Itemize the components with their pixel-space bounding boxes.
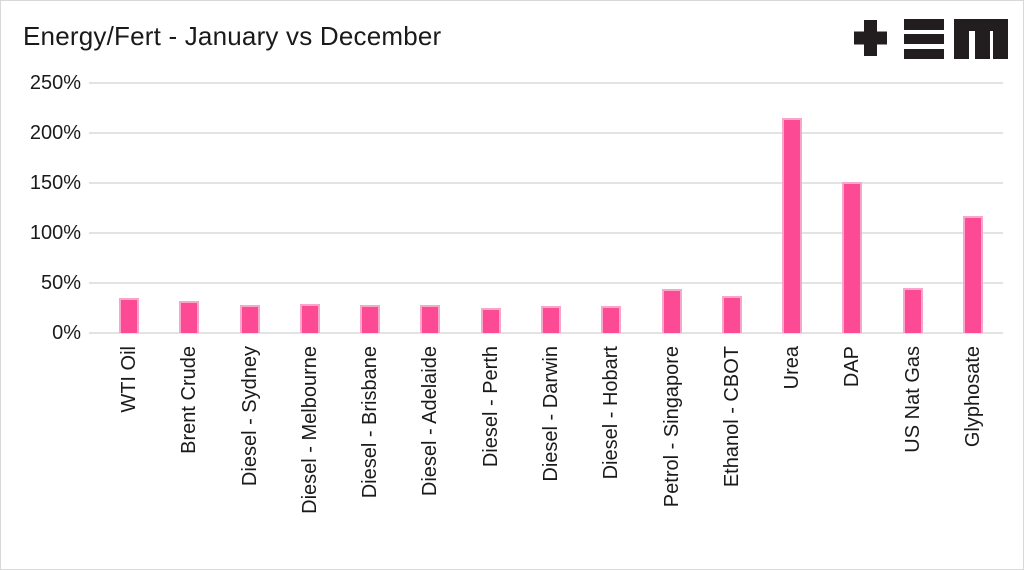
bar-column — [521, 83, 581, 333]
x-tick-label-diesel-brisbane: Diesel - Brisbane — [359, 346, 382, 499]
bar-column — [220, 83, 280, 333]
bar-column — [340, 83, 400, 333]
logo-plus-horizontal — [854, 31, 887, 45]
gridline — [89, 282, 1003, 284]
x-tick-label-petrol-singapore: Petrol - Singapore — [660, 346, 683, 508]
x-label-column: Glyphosate — [943, 346, 1003, 447]
bar-column — [641, 83, 701, 333]
gridline — [89, 332, 1003, 334]
y-tick-label: 250% — [29, 72, 81, 94]
bar-urea — [782, 118, 803, 333]
x-tick-label-brent-crude: Brent Crude — [178, 346, 201, 454]
bar-column — [99, 83, 159, 333]
bar-column — [400, 83, 460, 333]
bar-dap — [842, 182, 863, 333]
x-tick-label-dap: DAP — [841, 346, 864, 388]
x-label-column: Urea — [762, 346, 822, 389]
bar-column — [581, 83, 641, 333]
bar-column — [943, 83, 1003, 333]
tem-logo-icon — [854, 19, 1008, 59]
x-label-column: Brent Crude — [159, 346, 219, 454]
bar-brent-crude — [179, 301, 200, 333]
x-label-column: Diesel - Adelaide — [400, 346, 460, 496]
logo-m-leg-right — [993, 19, 1008, 59]
bar-glyphosate — [962, 216, 983, 333]
logo-m-leg-left — [954, 19, 969, 59]
gridline — [89, 132, 1003, 134]
x-label-column: WTI Oil — [99, 346, 159, 413]
y-tick-label: 50% — [40, 272, 81, 294]
bar-column — [280, 83, 340, 333]
gridline — [89, 182, 1003, 184]
bar-diesel-hobart — [601, 306, 622, 333]
logo-m-leg-middle — [975, 19, 990, 59]
chart-title: Energy/Fert - January vs December — [23, 21, 442, 51]
x-axis: WTI Oil Brent Crude Diesel - Sydney Diesel … — [99, 346, 1003, 564]
bar-column — [702, 83, 762, 333]
bar-petrol-singapore — [661, 289, 682, 333]
x-tick-label-wti-oil: WTI Oil — [118, 346, 141, 413]
bar-diesel-sydney — [239, 305, 260, 333]
x-tick-label-glyphosate: Glyphosate — [961, 346, 984, 448]
bar-series — [99, 83, 1003, 333]
x-label-column: DAP — [822, 346, 882, 387]
y-tick-label: 200% — [29, 122, 81, 144]
bar-diesel-brisbane — [360, 305, 381, 333]
logo-bar-middle — [904, 34, 944, 44]
x-tick-label-us-nat-gas: US Nat Gas — [901, 346, 924, 453]
bar-column — [882, 83, 942, 333]
x-label-column: Diesel - Darwin — [521, 346, 581, 482]
bar-column — [762, 83, 822, 333]
x-tick-label-ethanol-cbot: Ethanol - CBOT — [720, 346, 743, 488]
bar-column — [461, 83, 521, 333]
bar-ethanol-cbot — [721, 296, 742, 333]
bar-us-nat-gas — [902, 288, 923, 333]
x-label-column: Petrol - Singapore — [641, 346, 701, 507]
x-label-column: Diesel - Melbourne — [280, 346, 340, 514]
x-tick-label-diesel-sydney: Diesel - Sydney — [238, 346, 261, 487]
bar-diesel-darwin — [540, 306, 561, 333]
x-label-column: Diesel - Sydney — [220, 346, 280, 486]
x-tick-label-diesel-perth: Diesel - Perth — [479, 346, 502, 468]
x-tick-label-urea: Urea — [781, 346, 804, 390]
bar-diesel-perth — [480, 308, 501, 333]
x-label-column: US Nat Gas — [882, 346, 942, 453]
bar-column — [822, 83, 882, 333]
y-tick-label: 100% — [29, 222, 81, 244]
x-label-column: Diesel - Brisbane — [340, 346, 400, 498]
x-tick-label-diesel-melbourne: Diesel - Melbourne — [298, 346, 321, 514]
x-label-column: Ethanol - CBOT — [702, 346, 762, 487]
x-label-column: Diesel - Hobart — [581, 346, 641, 479]
gridline — [89, 232, 1003, 234]
x-tick-label-diesel-hobart: Diesel - Hobart — [600, 346, 623, 480]
bar-diesel-adelaide — [420, 305, 441, 333]
x-tick-label-diesel-darwin: Diesel - Darwin — [539, 346, 562, 482]
y-tick-label: 150% — [29, 172, 81, 194]
y-tick-label: 0% — [52, 322, 81, 344]
bar-column — [159, 83, 219, 333]
logo-bar-bottom — [904, 49, 944, 59]
bar-diesel-melbourne — [299, 304, 320, 333]
gridline — [89, 82, 1003, 84]
logo-bar-top — [904, 19, 944, 30]
bar-wti-oil — [119, 298, 140, 333]
x-tick-label-diesel-adelaide: Diesel - Adelaide — [419, 346, 442, 497]
x-label-column: Diesel - Perth — [461, 346, 521, 467]
